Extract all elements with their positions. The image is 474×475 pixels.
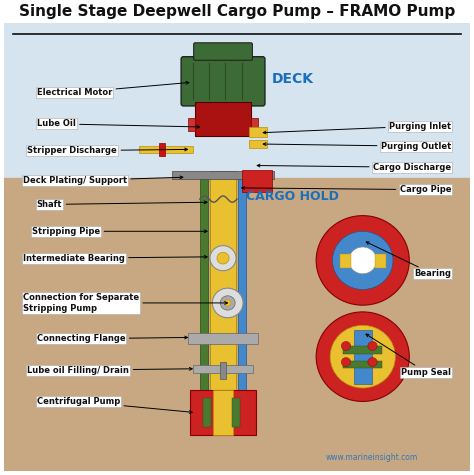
Text: CARGO HOLD: CARGO HOLD <box>246 190 339 203</box>
Bar <box>343 346 383 354</box>
Text: Intermediate Bearing: Intermediate Bearing <box>23 254 207 263</box>
Circle shape <box>212 288 243 318</box>
Bar <box>188 333 258 344</box>
FancyBboxPatch shape <box>181 57 265 106</box>
Bar <box>242 170 272 192</box>
Bar <box>210 171 236 435</box>
Bar <box>4 23 470 178</box>
Bar <box>172 171 274 179</box>
Text: Pump Seal: Pump Seal <box>366 334 451 377</box>
Text: Centrifugal Pump: Centrifugal Pump <box>37 397 192 413</box>
Bar <box>195 102 251 136</box>
Circle shape <box>330 325 395 388</box>
Bar <box>139 146 193 153</box>
Circle shape <box>332 231 393 289</box>
Bar <box>343 361 383 368</box>
Bar <box>232 399 240 427</box>
Text: Cargo Discharge: Cargo Discharge <box>257 163 451 172</box>
Circle shape <box>341 342 351 351</box>
Text: Purging Inlet: Purging Inlet <box>263 122 451 134</box>
Bar <box>159 142 165 156</box>
Circle shape <box>368 358 377 367</box>
Circle shape <box>316 312 409 401</box>
Text: Purging Outlet: Purging Outlet <box>263 142 451 151</box>
Circle shape <box>217 252 229 264</box>
Bar <box>249 141 267 149</box>
Circle shape <box>210 246 236 271</box>
Circle shape <box>220 296 235 310</box>
Circle shape <box>349 247 377 274</box>
Text: www.marineinsight.com: www.marineinsight.com <box>326 453 418 462</box>
Bar <box>191 390 255 435</box>
FancyBboxPatch shape <box>194 43 252 60</box>
Bar <box>375 254 385 267</box>
Circle shape <box>316 216 409 305</box>
Bar <box>4 178 470 471</box>
Bar <box>251 118 258 132</box>
Bar <box>220 361 226 380</box>
Bar <box>188 118 195 132</box>
Text: DECK: DECK <box>272 72 314 86</box>
Circle shape <box>341 358 351 367</box>
Text: Stripping Pipe: Stripping Pipe <box>32 227 207 236</box>
Bar <box>203 399 211 427</box>
Title: Single Stage Deepwell Cargo Pump – FRAMO Pump: Single Stage Deepwell Cargo Pump – FRAMO… <box>19 4 455 19</box>
Bar <box>354 330 372 383</box>
Text: Connection for Separate
Stripping Pump: Connection for Separate Stripping Pump <box>23 293 228 313</box>
Bar <box>237 178 246 413</box>
Circle shape <box>224 300 231 306</box>
Text: Lube Oil: Lube Oil <box>37 119 200 128</box>
Bar <box>193 365 253 373</box>
Text: Stripper Discharge: Stripper Discharge <box>27 146 188 155</box>
Text: Bearing: Bearing <box>366 242 451 278</box>
Bar <box>340 254 351 267</box>
Bar <box>213 390 233 435</box>
Bar <box>200 178 209 413</box>
Circle shape <box>368 342 377 351</box>
Text: Connecting Flange: Connecting Flange <box>37 334 188 343</box>
Text: Lube oil Filling/ Drain: Lube oil Filling/ Drain <box>27 366 192 375</box>
Text: Cargo Pipe: Cargo Pipe <box>242 185 451 194</box>
Text: Deck Plating/ Support: Deck Plating/ Support <box>23 176 183 185</box>
Text: Shaft: Shaft <box>37 200 207 209</box>
Bar <box>249 127 267 137</box>
Text: Electrical Motor: Electrical Motor <box>37 81 189 97</box>
